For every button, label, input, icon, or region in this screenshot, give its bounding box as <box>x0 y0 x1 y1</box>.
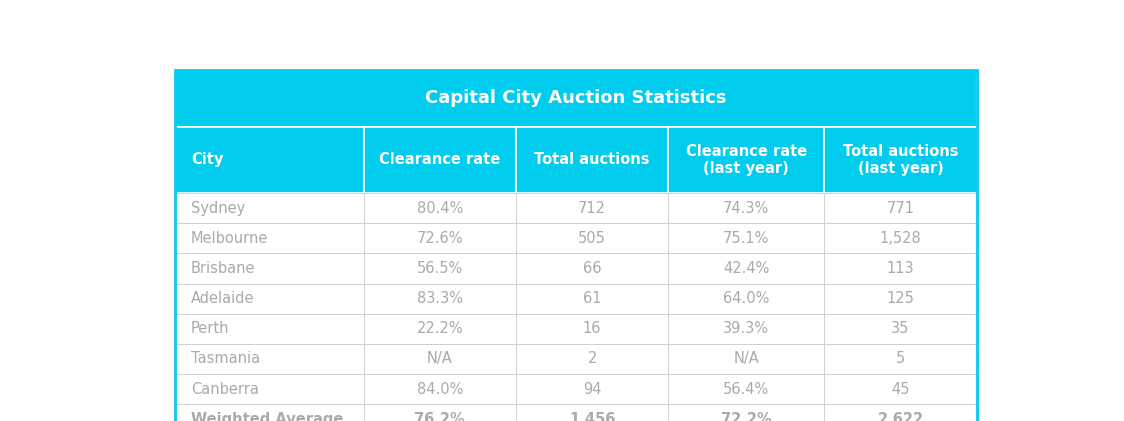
Text: Capital City Auction Statistics: Capital City Auction Statistics <box>425 89 727 107</box>
Text: Melbourne: Melbourne <box>191 231 269 246</box>
Text: Canberra: Canberra <box>191 381 259 397</box>
Bar <box>175 374 364 404</box>
Bar <box>175 193 364 223</box>
Text: N/A: N/A <box>734 352 759 366</box>
Bar <box>175 314 364 344</box>
Text: 83.3%: 83.3% <box>417 291 463 306</box>
Bar <box>668 253 825 284</box>
Text: 61: 61 <box>583 291 601 306</box>
Text: 64.0%: 64.0% <box>723 291 770 306</box>
Bar <box>668 223 825 253</box>
Text: Clearance rate
(last year): Clearance rate (last year) <box>686 144 807 176</box>
Bar <box>175 127 364 193</box>
Text: 74.3%: 74.3% <box>723 201 770 216</box>
Text: 45: 45 <box>891 381 909 397</box>
Text: 125: 125 <box>887 291 915 306</box>
Bar <box>668 193 825 223</box>
Bar <box>668 344 825 374</box>
Text: 75.1%: 75.1% <box>723 231 770 246</box>
Text: 505: 505 <box>578 231 606 246</box>
Bar <box>364 253 516 284</box>
Text: 16: 16 <box>583 321 601 336</box>
Text: City: City <box>191 152 224 168</box>
Text: N/A: N/A <box>427 352 453 366</box>
Bar <box>364 284 516 314</box>
Bar <box>825 404 977 421</box>
Bar <box>175 253 364 284</box>
Bar <box>668 284 825 314</box>
Text: Sydney: Sydney <box>191 201 245 216</box>
Text: 2: 2 <box>588 352 597 366</box>
Bar <box>668 374 825 404</box>
Text: 5: 5 <box>896 352 905 366</box>
Text: 35: 35 <box>891 321 909 336</box>
Bar <box>175 223 364 253</box>
Text: Brisbane: Brisbane <box>191 261 255 276</box>
Text: 39.3%: 39.3% <box>724 321 769 336</box>
Text: Weighted Average: Weighted Average <box>191 412 344 421</box>
Text: 712: 712 <box>578 201 606 216</box>
Bar <box>175 344 364 374</box>
Bar <box>516 284 668 314</box>
Text: 56.5%: 56.5% <box>417 261 463 276</box>
Text: 66: 66 <box>583 261 601 276</box>
Bar <box>516 404 668 421</box>
Text: Perth: Perth <box>191 321 229 336</box>
Bar <box>668 127 825 193</box>
Bar <box>516 127 668 193</box>
Bar <box>825 374 977 404</box>
Bar <box>364 127 516 193</box>
Bar <box>668 314 825 344</box>
Text: 72.2%: 72.2% <box>720 412 772 421</box>
Bar <box>825 223 977 253</box>
Bar <box>516 253 668 284</box>
Text: Clearance rate: Clearance rate <box>379 152 500 168</box>
Bar <box>825 344 977 374</box>
Bar <box>825 193 977 223</box>
Bar <box>825 284 977 314</box>
Text: Total auctions
(last year): Total auctions (last year) <box>843 144 959 176</box>
Text: 113: 113 <box>887 261 915 276</box>
Bar <box>175 284 364 314</box>
Bar <box>825 314 977 344</box>
Text: 771: 771 <box>887 201 915 216</box>
Bar <box>516 223 668 253</box>
Text: 56.4%: 56.4% <box>723 381 770 397</box>
Text: 22.2%: 22.2% <box>417 321 463 336</box>
Bar <box>668 404 825 421</box>
Text: 84.0%: 84.0% <box>417 381 463 397</box>
Bar <box>825 253 977 284</box>
Bar <box>364 314 516 344</box>
Text: 80.4%: 80.4% <box>417 201 463 216</box>
Bar <box>175 404 364 421</box>
Text: 1,528: 1,528 <box>880 231 922 246</box>
Bar <box>364 193 516 223</box>
Bar <box>175 70 977 127</box>
Text: 76.2%: 76.2% <box>415 412 465 421</box>
Bar <box>516 344 668 374</box>
Bar <box>516 193 668 223</box>
Bar <box>364 404 516 421</box>
Text: 42.4%: 42.4% <box>723 261 770 276</box>
Text: Adelaide: Adelaide <box>191 291 254 306</box>
Bar <box>364 344 516 374</box>
Bar <box>516 314 668 344</box>
Bar <box>364 223 516 253</box>
Text: Tasmania: Tasmania <box>191 352 260 366</box>
Text: 72.6%: 72.6% <box>417 231 463 246</box>
Text: 1,456: 1,456 <box>569 412 615 421</box>
Text: Total auctions: Total auctions <box>534 152 650 168</box>
Bar <box>825 127 977 193</box>
Text: 2,622: 2,622 <box>878 412 924 421</box>
Text: 94: 94 <box>583 381 601 397</box>
Bar <box>516 374 668 404</box>
Bar <box>364 374 516 404</box>
